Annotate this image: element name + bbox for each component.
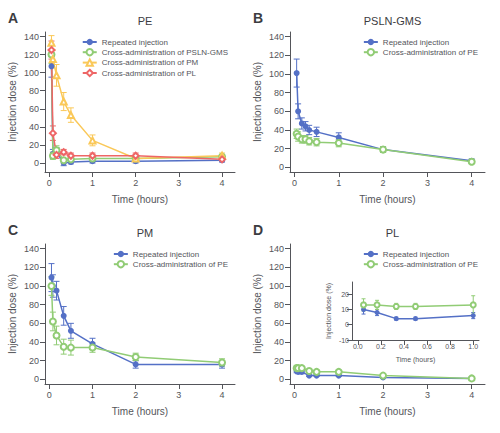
svg-text:3: 3 <box>425 390 430 400</box>
svg-text:80: 80 <box>274 88 284 98</box>
svg-text:120: 120 <box>24 262 39 272</box>
svg-text:100: 100 <box>24 68 39 78</box>
svg-text:40: 40 <box>274 337 284 347</box>
svg-text:0.0: 0.0 <box>353 343 363 350</box>
svg-text:Injection dose (%): Injection dose (%) <box>7 62 18 142</box>
svg-text:Injection dose (%): Injection dose (%) <box>252 274 263 354</box>
svg-text:1: 1 <box>90 178 95 188</box>
svg-text:3: 3 <box>425 178 430 188</box>
svg-text:PE: PE <box>138 15 153 27</box>
svg-text:0.4: 0.4 <box>399 343 409 350</box>
svg-text:D: D <box>253 222 263 238</box>
svg-text:Injection dose (%): Injection dose (%) <box>7 274 18 354</box>
svg-text:3: 3 <box>176 390 181 400</box>
svg-text:-10: -10 <box>339 337 349 344</box>
svg-text:Cross-administration of PE: Cross-administration of PE <box>383 260 478 269</box>
svg-text:2: 2 <box>381 178 386 188</box>
svg-text:Cross-administration of PE: Cross-administration of PE <box>383 48 478 57</box>
svg-text:PL: PL <box>386 227 399 239</box>
svg-text:4: 4 <box>220 178 225 188</box>
svg-text:B: B <box>253 10 263 26</box>
svg-text:C: C <box>8 222 18 238</box>
svg-text:0: 0 <box>47 178 52 188</box>
svg-text:60: 60 <box>274 318 284 328</box>
svg-text:1: 1 <box>336 178 341 188</box>
svg-text:140: 140 <box>24 244 39 254</box>
svg-text:120: 120 <box>24 50 39 60</box>
svg-text:1.0: 1.0 <box>468 343 478 350</box>
svg-text:Cross-administration of PSLN-G: Cross-administration of PSLN-GMS <box>102 48 228 57</box>
svg-text:140: 140 <box>269 244 284 254</box>
svg-text:4: 4 <box>469 390 474 400</box>
svg-text:0.2: 0.2 <box>376 343 386 350</box>
svg-text:40: 40 <box>29 122 39 132</box>
svg-text:Cross-administration of PL: Cross-administration of PL <box>102 69 197 78</box>
svg-text:100: 100 <box>269 281 284 291</box>
svg-text:0: 0 <box>34 158 39 168</box>
svg-text:140: 140 <box>269 32 284 42</box>
svg-text:4: 4 <box>220 390 225 400</box>
svg-text:20: 20 <box>274 144 284 154</box>
svg-text:Cross-administration of PE: Cross-administration of PE <box>133 260 228 269</box>
svg-text:120: 120 <box>269 262 284 272</box>
svg-text:80: 80 <box>274 300 284 310</box>
svg-text:0: 0 <box>345 321 349 328</box>
svg-text:20: 20 <box>274 356 284 366</box>
svg-text:0.6: 0.6 <box>422 343 432 350</box>
svg-text:20: 20 <box>341 291 349 298</box>
svg-text:Injection dose (%): Injection dose (%) <box>325 283 333 339</box>
svg-text:2: 2 <box>133 178 138 188</box>
svg-text:Time (hours): Time (hours) <box>396 356 435 364</box>
svg-text:Repeated injection: Repeated injection <box>102 38 168 47</box>
svg-text:0: 0 <box>279 162 284 172</box>
svg-text:Repeated injection: Repeated injection <box>383 38 449 47</box>
svg-text:Time (hours): Time (hours) <box>112 194 168 205</box>
svg-text:0: 0 <box>47 390 52 400</box>
svg-text:2: 2 <box>381 390 386 400</box>
svg-text:Repeated injection: Repeated injection <box>133 250 199 259</box>
svg-text:1: 1 <box>336 390 341 400</box>
svg-text:20: 20 <box>29 140 39 150</box>
svg-text:PM: PM <box>137 227 154 239</box>
svg-text:0: 0 <box>34 374 39 384</box>
svg-text:Injection dose (%): Injection dose (%) <box>252 62 263 142</box>
svg-text:Time (hours): Time (hours) <box>359 194 415 205</box>
svg-text:PSLN-GMS: PSLN-GMS <box>364 15 421 27</box>
svg-text:60: 60 <box>29 318 39 328</box>
svg-text:40: 40 <box>29 337 39 347</box>
svg-text:140: 140 <box>24 32 39 42</box>
svg-text:A: A <box>8 10 18 26</box>
svg-text:Cross-administration of PM: Cross-administration of PM <box>102 58 199 67</box>
svg-text:1: 1 <box>90 390 95 400</box>
svg-text:0: 0 <box>292 390 297 400</box>
svg-text:0: 0 <box>292 178 297 188</box>
svg-text:Time (hours): Time (hours) <box>112 406 168 417</box>
svg-text:120: 120 <box>269 50 284 60</box>
svg-text:4: 4 <box>469 178 474 188</box>
svg-text:10: 10 <box>341 306 349 313</box>
svg-text:60: 60 <box>274 106 284 116</box>
svg-text:0: 0 <box>279 374 284 384</box>
svg-text:100: 100 <box>24 281 39 291</box>
svg-text:100: 100 <box>269 69 284 79</box>
svg-text:Repeated injection: Repeated injection <box>383 250 449 259</box>
svg-text:60: 60 <box>29 104 39 114</box>
svg-text:80: 80 <box>29 300 39 310</box>
svg-text:20: 20 <box>29 356 39 366</box>
svg-text:80: 80 <box>29 86 39 96</box>
svg-text:40: 40 <box>274 125 284 135</box>
svg-text:Time (hours): Time (hours) <box>359 406 415 417</box>
svg-text:3: 3 <box>176 178 181 188</box>
svg-text:0.8: 0.8 <box>445 343 455 350</box>
svg-text:2: 2 <box>133 390 138 400</box>
